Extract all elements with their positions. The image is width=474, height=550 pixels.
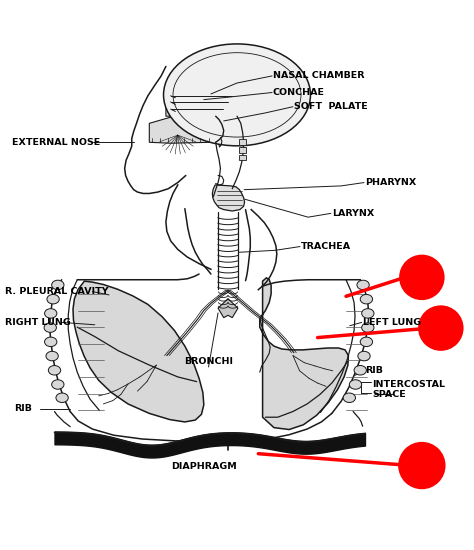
Text: BRONCHI: BRONCHI	[184, 357, 233, 366]
Text: RIB: RIB	[365, 366, 383, 375]
Text: NASAL CHAMBER: NASAL CHAMBER	[273, 72, 364, 80]
Circle shape	[418, 305, 464, 351]
Ellipse shape	[52, 379, 64, 389]
Polygon shape	[166, 88, 244, 116]
Text: CONCHAE: CONCHAE	[273, 88, 325, 97]
Text: INTERCOSTAL: INTERCOSTAL	[372, 381, 445, 389]
Ellipse shape	[44, 323, 56, 332]
Text: DIAPHRAGM: DIAPHRAGM	[171, 461, 237, 470]
Ellipse shape	[45, 309, 57, 318]
Text: RIGHT LUNG: RIGHT LUNG	[5, 318, 71, 327]
Polygon shape	[260, 278, 348, 430]
Ellipse shape	[46, 351, 58, 361]
Text: RIB: RIB	[14, 404, 32, 413]
Polygon shape	[149, 117, 216, 143]
Ellipse shape	[362, 323, 374, 332]
Ellipse shape	[349, 379, 362, 389]
Bar	[239, 155, 246, 160]
Bar	[239, 147, 246, 153]
Ellipse shape	[360, 337, 373, 346]
Text: TRACHEA: TRACHEA	[301, 242, 351, 251]
Text: R. PLEURAL CAVITY: R. PLEURAL CAVITY	[5, 287, 108, 296]
Ellipse shape	[52, 280, 64, 290]
Ellipse shape	[48, 366, 61, 375]
Circle shape	[399, 255, 445, 300]
Text: LEFT LUNG: LEFT LUNG	[363, 318, 421, 327]
Ellipse shape	[362, 309, 374, 318]
Text: LARYNX: LARYNX	[332, 209, 374, 218]
Polygon shape	[73, 281, 204, 422]
Ellipse shape	[164, 44, 310, 146]
Ellipse shape	[45, 337, 57, 346]
Ellipse shape	[56, 393, 68, 403]
Text: SOFT  PALATE: SOFT PALATE	[294, 102, 368, 111]
Text: PHARYNX: PHARYNX	[365, 178, 416, 187]
Ellipse shape	[354, 366, 366, 375]
Ellipse shape	[360, 294, 373, 304]
Text: EXTERNAL NOSE: EXTERNAL NOSE	[12, 138, 100, 147]
Bar	[239, 140, 246, 145]
Circle shape	[398, 442, 446, 490]
Polygon shape	[218, 299, 238, 318]
Text: SPACE: SPACE	[372, 390, 406, 399]
Ellipse shape	[343, 393, 356, 403]
Ellipse shape	[47, 294, 59, 304]
Polygon shape	[212, 185, 245, 211]
Ellipse shape	[357, 280, 369, 290]
Ellipse shape	[358, 351, 370, 361]
